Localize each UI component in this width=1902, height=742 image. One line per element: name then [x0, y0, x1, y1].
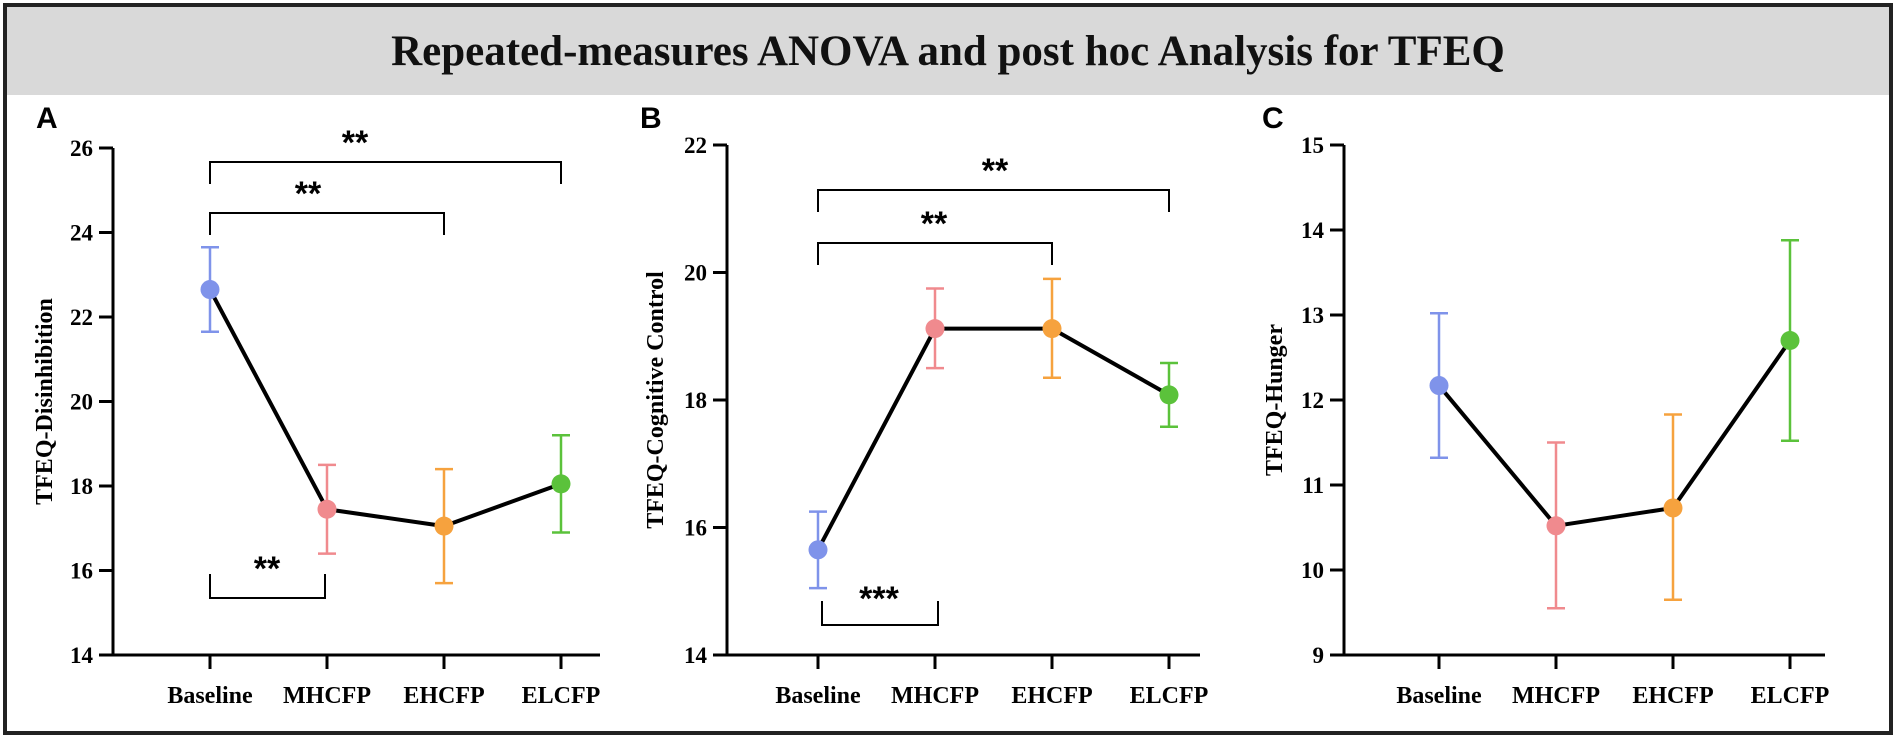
panel-a-sig-label: **: [295, 175, 322, 213]
panel-c-y-tick-label: 12: [1301, 388, 1324, 413]
panel-c-y-tick-label: 14: [1301, 218, 1325, 243]
panel-b-x-tick-label: EHCFP: [1011, 683, 1092, 709]
panel-b-x-tick-label: MHCFP: [891, 683, 979, 709]
panel-c-point-baseline: [1429, 376, 1449, 396]
panel-c-y-tick-label: 15: [1301, 133, 1324, 158]
panel-a-x-tick-label: EHCFP: [403, 683, 484, 709]
panel-a-y-tick-label: 16: [70, 559, 93, 584]
panel-a-sig-label: **: [342, 124, 369, 162]
panel-b-letter: B: [640, 102, 662, 135]
panel-c-x-tick-label: ELCFP: [1751, 683, 1830, 709]
panel-c-letter: C: [1262, 102, 1284, 135]
figure-title: Repeated-measures ANOVA and post hoc Ana…: [7, 7, 1889, 95]
panel-a-y-tick-label: 14: [70, 643, 94, 668]
figure-frame: Repeated-measures ANOVA and post hoc Ana…: [3, 3, 1893, 735]
panel-a-sig-bracket: [209, 161, 562, 184]
panel-c-y-tick-label: 11: [1302, 473, 1324, 498]
panel-a-y-tick-label: 26: [70, 136, 93, 161]
panel-a-x-tick-label: ELCFP: [522, 683, 601, 709]
panel-b-y-axis-title: TFEQ-Cognitive Control: [643, 271, 669, 529]
panel-c-series-line: [1437, 339, 1792, 528]
panel-a-sig-label: **: [254, 550, 281, 588]
panel-c-point-mhcfp: [1546, 516, 1566, 536]
panel-a-y-tick-label: 18: [70, 474, 93, 499]
panel-b-sig-label: **: [982, 152, 1009, 190]
panel-a-point-baseline: [200, 280, 220, 300]
panel-b-y-tick-label: 16: [684, 516, 707, 541]
panel-b-sig-bracket: [817, 242, 1053, 265]
panel-b-sig-label: ***: [859, 580, 899, 618]
panel-a-sig-bracket: [209, 212, 445, 235]
panel-b-y-tick-label: 18: [684, 388, 707, 413]
panel-c-y-tick-label: 13: [1301, 303, 1324, 328]
panel-a-series-line: [208, 288, 562, 529]
panel-b-y-tick-label: 14: [684, 643, 708, 668]
panel-a-sig-bracket: [209, 574, 326, 599]
panel-b-point-mhcfp: [925, 319, 945, 339]
panel-a-x-tick-label: MHCFP: [283, 683, 371, 709]
panel-c-point-elcfp: [1780, 331, 1800, 350]
panel-a-y-tick-label: 20: [70, 390, 93, 415]
panel-c-x-tick-label: MHCFP: [1512, 683, 1600, 709]
panel-c-y-axis-title: TFEQ-Hunger: [1262, 324, 1288, 476]
panel-c-y-tick-label: 10: [1301, 558, 1324, 583]
panel-a-y-axis-title: TFEQ-Disinhibition: [32, 298, 58, 505]
panel-b-sig-bracket: [817, 189, 1170, 212]
panel-a-y-tick-label: 22: [70, 305, 93, 330]
panel-a-point-ehcfp: [434, 516, 454, 536]
panel-c-x-tick-label: Baseline: [1396, 683, 1482, 709]
panel-a-x-tick-label: Baseline: [167, 683, 253, 709]
panel-b-x-tick-label: Baseline: [775, 683, 861, 709]
panel-c-y-tick-label: 9: [1313, 643, 1325, 668]
panel-b-point-ehcfp: [1042, 319, 1062, 339]
panel-a-point-mhcfp: [317, 499, 337, 519]
panel-b-y-tick-label: 22: [684, 133, 707, 158]
panel-b-sig-label: **: [921, 205, 948, 243]
panel-b-point-elcfp: [1159, 385, 1179, 405]
panel-c-x-tick-label: EHCFP: [1632, 683, 1713, 709]
panel-b-sig-bracket: [821, 601, 939, 626]
panel-b-series-line: [816, 326, 1170, 551]
panel-b-y-tick-label: 20: [684, 261, 707, 286]
panel-b-point-baseline: [808, 540, 828, 560]
panel-b-x-tick-label: ELCFP: [1130, 683, 1209, 709]
panel-a-y-tick-label: 24: [70, 221, 94, 246]
panel-a-letter: A: [36, 102, 58, 135]
panel-a-point-elcfp: [551, 474, 571, 494]
panel-c-point-ehcfp: [1663, 498, 1683, 518]
